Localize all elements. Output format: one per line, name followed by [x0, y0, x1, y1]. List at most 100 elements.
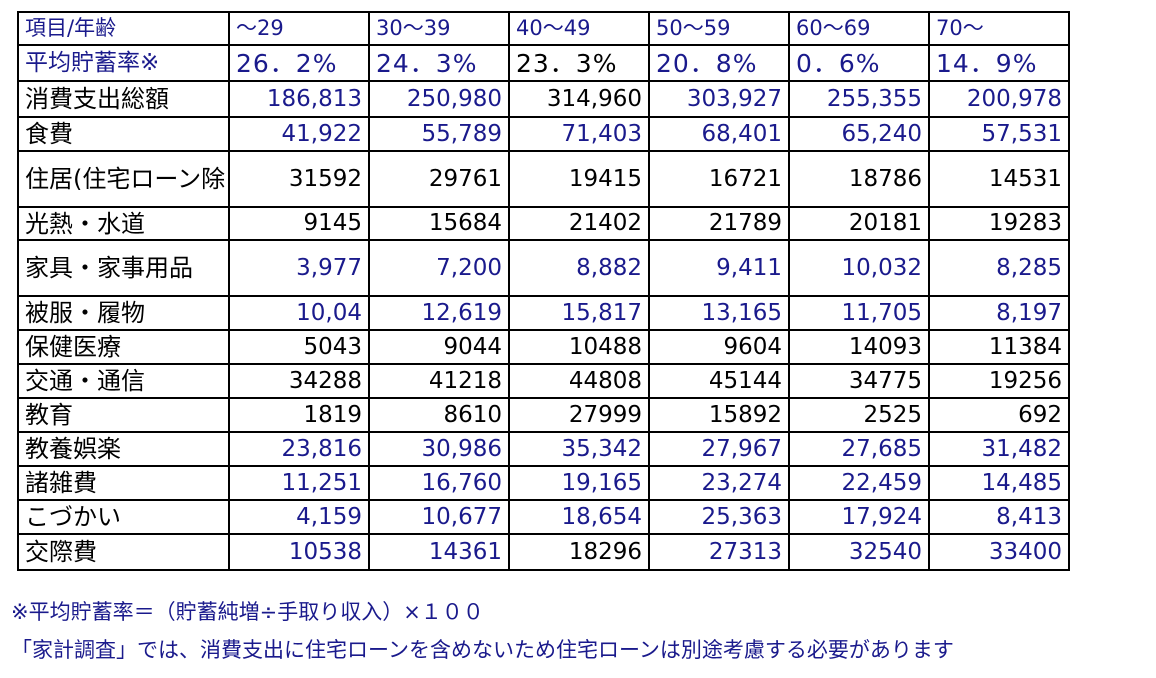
value-cell: 15,817 — [508, 295, 650, 331]
table-row: 保健医療 5043 9044 10488 9604 14093 11384 — [17, 329, 1070, 365]
value-cell: 8610 — [368, 397, 510, 433]
value-cell: 12,619 — [368, 295, 510, 331]
value-cell: 29761 — [368, 150, 510, 208]
value-cell: 25,363 — [648, 499, 790, 535]
row-label: 交際費 — [17, 533, 230, 571]
savings-rate-cell: 20．8% — [648, 44, 790, 82]
savings-rate-cell: 14．9% — [928, 44, 1070, 82]
value-cell: 71,403 — [508, 116, 650, 152]
row-label: 保健医療 — [17, 329, 230, 365]
row-label: 平均貯蓄率※ — [17, 44, 230, 82]
value-cell: 15684 — [368, 206, 510, 241]
row-label: 諸雑費 — [17, 465, 230, 501]
savings-rate-cell: 24．3% — [368, 44, 510, 82]
value-cell: 303,927 — [648, 80, 790, 118]
value-cell: 16,760 — [368, 465, 510, 501]
table-row: 交際費 10538 14361 18296 27313 32540 33400 — [17, 533, 1070, 571]
value-cell: 33400 — [928, 533, 1070, 571]
value-cell: 45144 — [648, 363, 790, 399]
value-cell: 55,789 — [368, 116, 510, 152]
value-cell: 5043 — [228, 329, 370, 365]
value-cell: 11,251 — [228, 465, 370, 501]
table-row: 住居(住宅ローン除く)31592297611941516721187861453… — [17, 150, 1070, 208]
savings-rate-cell: 26．2% — [228, 44, 370, 82]
household-budget-table: 項目/年齢 ～29 30～39 40～49 50～59 60～69 70～ 平均… — [17, 11, 1070, 571]
value-cell: 692 — [928, 397, 1070, 433]
age-column-header: 50～59 — [648, 11, 790, 46]
table-row: 平均貯蓄率※ 26．2% 24．3% 23．3% 20．8% 0．6% 14．9% — [17, 44, 1070, 82]
value-cell: 14,485 — [928, 465, 1070, 501]
row-label: 食費 — [17, 116, 230, 152]
value-cell: 27,685 — [788, 431, 930, 467]
value-cell: 22,459 — [788, 465, 930, 501]
value-cell: 27313 — [648, 533, 790, 571]
value-cell: 16721 — [648, 150, 790, 208]
table-row: 交通・通信 34288 41218 44808 45144 34775 19256 — [17, 363, 1070, 399]
table-row: 光熱・水道 9145 15684 21402 21789 20181 19283 — [17, 206, 1070, 241]
value-cell: 19283 — [928, 206, 1070, 241]
value-cell: 27,967 — [648, 431, 790, 467]
row-label: 光熱・水道 — [17, 206, 230, 241]
row-label: 教育 — [17, 397, 230, 433]
table-row: 被服・履物 10,04 12,619 15,817 13,165 11,705 8,197 — [17, 295, 1070, 331]
value-cell: 31,482 — [928, 431, 1070, 467]
value-cell: 23,816 — [228, 431, 370, 467]
value-cell: 9145 — [228, 206, 370, 241]
value-cell: 18786 — [788, 150, 930, 208]
value-cell: 186,813 — [228, 80, 370, 118]
value-cell: 35,342 — [508, 431, 650, 467]
value-cell: 34775 — [788, 363, 930, 399]
value-cell: 31592 — [228, 150, 370, 208]
value-cell: 10,032 — [788, 239, 930, 297]
value-cell: 9604 — [648, 329, 790, 365]
value-cell: 14361 — [368, 533, 510, 571]
value-cell: 314,960 — [508, 80, 650, 118]
value-cell: 18,654 — [508, 499, 650, 535]
age-column-header: 40～49 — [508, 11, 650, 46]
age-column-header: 30～39 — [368, 11, 510, 46]
value-cell: 10,04 — [228, 295, 370, 331]
value-cell: 255,355 — [788, 80, 930, 118]
value-cell: 14531 — [928, 150, 1070, 208]
value-cell: 10,677 — [368, 499, 510, 535]
value-cell: 21402 — [508, 206, 650, 241]
value-cell: 10488 — [508, 329, 650, 365]
value-cell: 7,200 — [368, 239, 510, 297]
value-cell: 3,977 — [228, 239, 370, 297]
row-label: 家具・家事用品 — [17, 239, 230, 297]
value-cell: 11384 — [928, 329, 1070, 365]
row-label: 被服・履物 — [17, 295, 230, 331]
value-cell: 8,197 — [928, 295, 1070, 331]
value-cell: 41,922 — [228, 116, 370, 152]
row-label: こづかい — [17, 499, 230, 535]
savings-rate-footnote: ※平均貯蓄率＝（貯蓄純増÷手取り収入）×１００ — [11, 600, 484, 624]
value-cell: 57,531 — [928, 116, 1070, 152]
value-cell: 68,401 — [648, 116, 790, 152]
table-row: 食費 41,922 55,789 71,403 68,401 65,240 57,531 — [17, 116, 1070, 152]
table-row: 消費支出総額 186,813 250,980 314,960 303,927 255,35… — [17, 80, 1070, 118]
table-row: 教養娯楽 23,816 30,986 35,342 27,967 27,685 31,482 — [17, 431, 1070, 467]
value-cell: 11,705 — [788, 295, 930, 331]
value-cell: 9,411 — [648, 239, 790, 297]
value-cell: 8,285 — [928, 239, 1070, 297]
value-cell: 9044 — [368, 329, 510, 365]
header-row: 項目/年齢 ～29 30～39 40～49 50～59 60～69 70～ — [17, 11, 1070, 46]
value-cell: 4,159 — [228, 499, 370, 535]
row-label: 交通・通信 — [17, 363, 230, 399]
table-row: 諸雑費 11,251 16,760 19,165 23,274 22,459 14,485 — [17, 465, 1070, 501]
table-row: 教育 1819 8610 27999 15892 2525 692 — [17, 397, 1070, 433]
value-cell: 20181 — [788, 206, 930, 241]
value-cell: 18296 — [508, 533, 650, 571]
value-cell: 19,165 — [508, 465, 650, 501]
age-column-header: ～29 — [228, 11, 370, 46]
value-cell: 2525 — [788, 397, 930, 433]
value-cell: 23,274 — [648, 465, 790, 501]
value-cell: 8,882 — [508, 239, 650, 297]
value-cell: 250,980 — [368, 80, 510, 118]
row-label: 教養娯楽 — [17, 431, 230, 467]
header-label: 項目/年齢 — [17, 11, 230, 46]
value-cell: 41218 — [368, 363, 510, 399]
table-row: 家具・家事用品 3,977 7,200 8,882 9,411 10,032 8,285 — [17, 239, 1070, 297]
value-cell: 15892 — [648, 397, 790, 433]
